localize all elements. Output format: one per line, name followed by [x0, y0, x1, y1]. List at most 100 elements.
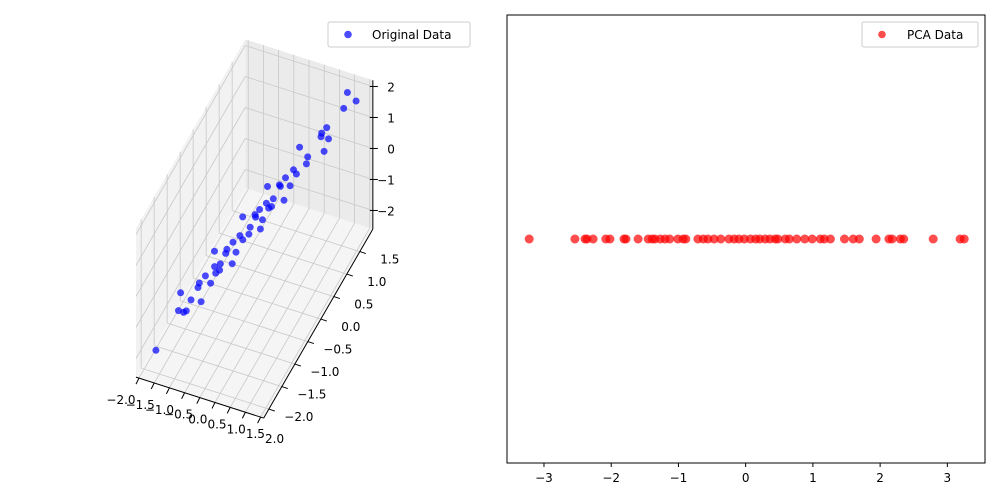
- x-tick: [257, 416, 262, 424]
- z-tick-label: 0: [387, 142, 395, 156]
- x-tick-label: −2: [602, 471, 620, 485]
- data-point-pca: [871, 234, 881, 244]
- x-tick-label: 0: [742, 471, 750, 485]
- data-point-original: [269, 195, 277, 203]
- data-point-pca: [621, 234, 631, 244]
- data-point-original: [352, 97, 360, 105]
- gridline-z: [135, 45, 246, 235]
- y-tick: [359, 251, 366, 255]
- data-point-pca: [773, 234, 783, 244]
- data-point-pca: [681, 234, 691, 244]
- y-tick: [281, 386, 288, 390]
- gridline-y: [206, 255, 334, 297]
- data-point-pca: [633, 234, 643, 244]
- data-point-original: [187, 296, 195, 304]
- data-point-original: [286, 182, 294, 190]
- data-point-original: [282, 174, 289, 182]
- x-tick: [150, 382, 155, 390]
- data-point-original: [256, 206, 264, 213]
- gridline-z: [245, 45, 373, 87]
- legend-marker-blue: [344, 30, 352, 39]
- data-point-original: [239, 236, 247, 244]
- legend-frame: [861, 21, 979, 48]
- x-tick-label: −0.5: [164, 408, 193, 422]
- data-point-original: [280, 196, 288, 204]
- data-point-original: [228, 260, 236, 268]
- x-tick: [241, 412, 246, 419]
- x-tick-label: 2.0: [265, 432, 284, 446]
- gridline-z: [245, 107, 373, 149]
- data-point-original: [152, 346, 160, 354]
- data-point-original: [246, 223, 254, 231]
- data-point-original: [211, 263, 219, 271]
- data-point-pca: [709, 234, 719, 244]
- data-point-pca: [800, 234, 810, 244]
- x-tick-label: 1: [809, 471, 817, 485]
- data-point-pca: [840, 234, 849, 244]
- original-data-3d-axes: −2.0−1.5−1.0−0.50.0 0.5 1.0 1.5 2.0−2.0−1.5−…: [106, 39, 399, 446]
- x-tick-label: −1.0: [145, 403, 174, 417]
- data-point-original: [211, 247, 218, 255]
- data-point-original: [201, 272, 209, 280]
- x-tick-label: −1.5: [126, 398, 155, 412]
- gridline-y: [167, 322, 295, 365]
- x-tick: [135, 377, 140, 385]
- data-point-original: [232, 248, 240, 256]
- x-tick-label: 2: [876, 471, 884, 485]
- data-point-original: [197, 298, 205, 306]
- x-tick: [211, 402, 216, 409]
- x-tick: [181, 392, 186, 399]
- x-tick-label: −3: [535, 471, 553, 485]
- x-tick-label: 0.0: [188, 413, 207, 427]
- y-tick: [333, 296, 340, 300]
- x-tick-label: −2.0: [106, 393, 135, 407]
- data-point-original: [182, 307, 190, 315]
- y-tick-label: 1.5: [380, 253, 399, 267]
- data-point-pca: [588, 234, 598, 244]
- gridline-z: [245, 169, 373, 211]
- data-point-original: [264, 183, 271, 190]
- gridline-z: [135, 138, 246, 328]
- data-point-original: [259, 216, 266, 224]
- data-point-original: [256, 225, 264, 233]
- x-axis-line: [135, 376, 264, 419]
- data-point-original: [194, 284, 202, 291]
- data-point-original: [239, 213, 247, 221]
- data-point-original: [340, 104, 348, 112]
- legend-original-data: Original Data: [327, 21, 471, 48]
- data-point-pca: [854, 234, 864, 244]
- data-point-original: [252, 213, 260, 221]
- data-point-original: [304, 153, 312, 161]
- data-point-original: [296, 143, 304, 151]
- data-point-original: [216, 266, 224, 274]
- y-tick-label: 1.0: [367, 275, 386, 289]
- data-point-original: [320, 147, 328, 155]
- x-tick-label: 1.5: [246, 427, 265, 441]
- pca-data-axes: −3 −2 −1 0 1 2 3: [506, 14, 986, 485]
- x-tick: [196, 397, 201, 404]
- x-tick: [226, 407, 231, 414]
- y-tick: [346, 273, 353, 277]
- data-point-original: [302, 160, 310, 168]
- y-tick: [307, 341, 314, 345]
- gridline-y: [180, 300, 308, 342]
- data-point-pca: [665, 234, 675, 244]
- gridline-y: [141, 367, 269, 410]
- data-point-pca: [928, 234, 938, 244]
- data-point-original: [292, 170, 300, 178]
- legend-label: PCA Data: [907, 28, 963, 42]
- data-point-original: [276, 182, 284, 190]
- gridline-z: [135, 76, 246, 266]
- x-tick-label: 3: [944, 471, 952, 485]
- data-point-pca: [784, 234, 794, 244]
- data-point-original: [268, 203, 275, 210]
- y-tick-label: −2.0: [284, 410, 313, 424]
- legend-label: Original Data: [372, 28, 451, 42]
- data-point-pca: [825, 234, 835, 244]
- data-point-pca: [605, 234, 615, 244]
- data-point-pca: [792, 234, 802, 244]
- data-point-original: [229, 238, 237, 246]
- gridline-z: [245, 76, 373, 118]
- y-tick-label: 0.5: [354, 298, 373, 312]
